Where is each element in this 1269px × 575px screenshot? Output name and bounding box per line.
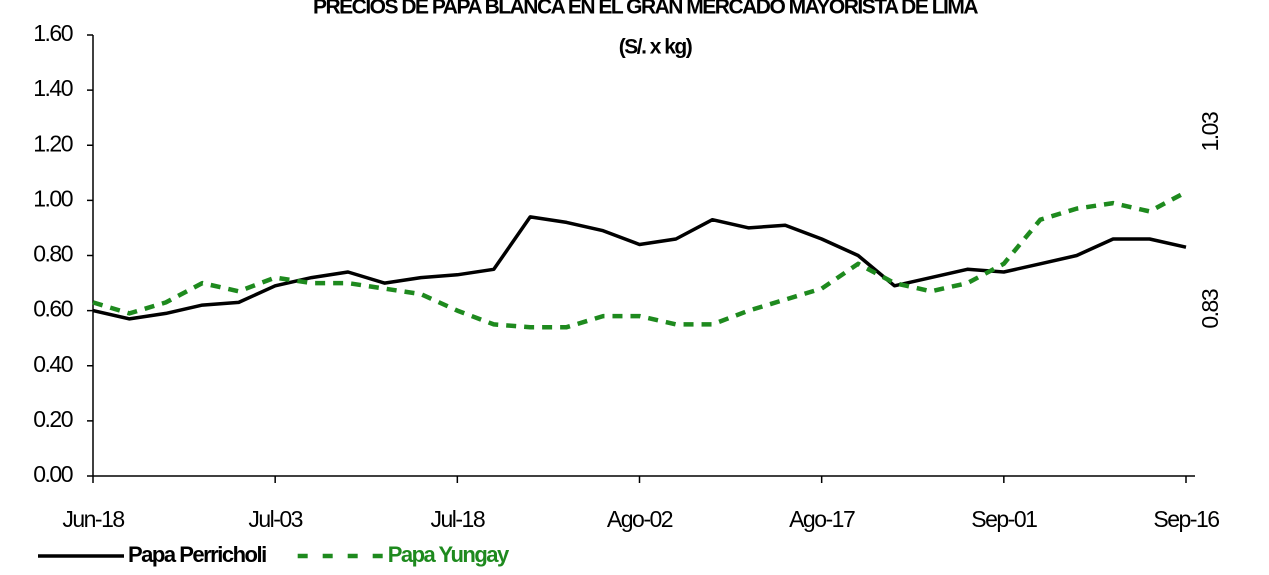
x-tick-label: Jul-03 bbox=[248, 506, 302, 532]
end-value-label: 0.83 bbox=[1197, 289, 1223, 328]
y-tick-label: 1.60 bbox=[33, 20, 72, 46]
end-value-label: 1.03 bbox=[1197, 112, 1223, 151]
y-tick-label: 0.00 bbox=[33, 461, 72, 487]
y-tick-label: 1.20 bbox=[33, 130, 72, 156]
chart-title: PRECIOS DE PAPA BLANCA EN EL GRAN MERCAD… bbox=[313, 0, 978, 19]
x-tick-label: Jun-18 bbox=[62, 506, 124, 532]
legend-label: Papa Yungay bbox=[388, 542, 510, 567]
line-series bbox=[92, 215, 1187, 321]
legend-label: Papa Perricholi bbox=[128, 542, 266, 567]
x-tick-label: Sep-01 bbox=[971, 506, 1037, 532]
y-tick-label: 0.40 bbox=[33, 351, 72, 377]
y-tick-label: 1.40 bbox=[33, 75, 72, 101]
x-tick-label: Ago-17 bbox=[789, 506, 855, 532]
x-tick-label: Jul-18 bbox=[431, 506, 485, 532]
chart-subtitle: (S/. x kg) bbox=[619, 36, 692, 59]
x-tick-label: Ago-02 bbox=[607, 506, 673, 532]
y-tick-label: 0.80 bbox=[33, 241, 72, 267]
y-tick-label: 0.20 bbox=[33, 406, 72, 432]
y-tick-label: 1.00 bbox=[33, 185, 72, 211]
line-series bbox=[92, 190, 1188, 330]
y-tick-label: 0.60 bbox=[33, 296, 72, 322]
x-tick-label: Sep-16 bbox=[1153, 506, 1219, 532]
